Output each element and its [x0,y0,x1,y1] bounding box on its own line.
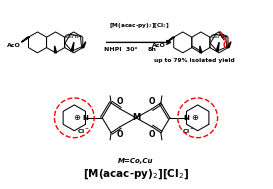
Text: $\oplus$: $\oplus$ [191,113,199,122]
Text: $C_8H_{17}$: $C_8H_{17}$ [64,32,84,41]
Text: up to 79% isolated yield: up to 79% isolated yield [154,58,235,63]
Text: 8h: 8h [147,47,156,52]
Text: Cl$^-$: Cl$^-$ [182,127,195,135]
Text: O: O [149,97,155,106]
Text: $\oplus$: $\oplus$ [73,113,81,122]
Text: O: O [149,130,155,139]
Polygon shape [71,42,74,51]
Text: M=Co,Cu: M=Co,Cu [118,158,154,163]
Text: AcO: AcO [152,43,166,48]
Text: O: O [117,130,123,139]
Text: O: O [117,97,123,106]
Text: [M(acac-py)$_2$][Cl$_2$]: [M(acac-py)$_2$][Cl$_2$] [83,167,189,181]
Text: O: O [223,41,229,50]
Polygon shape [200,46,202,53]
Text: AcO: AcO [7,43,20,48]
Text: N: N [83,115,89,121]
Text: [M(acac-py)$_2$][Cl$_2$]: [M(acac-py)$_2$][Cl$_2$] [109,22,170,30]
Text: $C_8H_{17}$: $C_8H_{17}$ [210,32,229,41]
Polygon shape [22,37,29,42]
Polygon shape [167,37,175,42]
Polygon shape [216,42,219,51]
Polygon shape [82,42,86,48]
Text: Cl$^-$: Cl$^-$ [77,127,90,135]
Polygon shape [55,46,57,53]
Text: NHPI  30°: NHPI 30° [104,47,137,52]
Text: M: M [132,113,140,122]
Text: N: N [183,115,189,121]
Polygon shape [227,42,231,48]
